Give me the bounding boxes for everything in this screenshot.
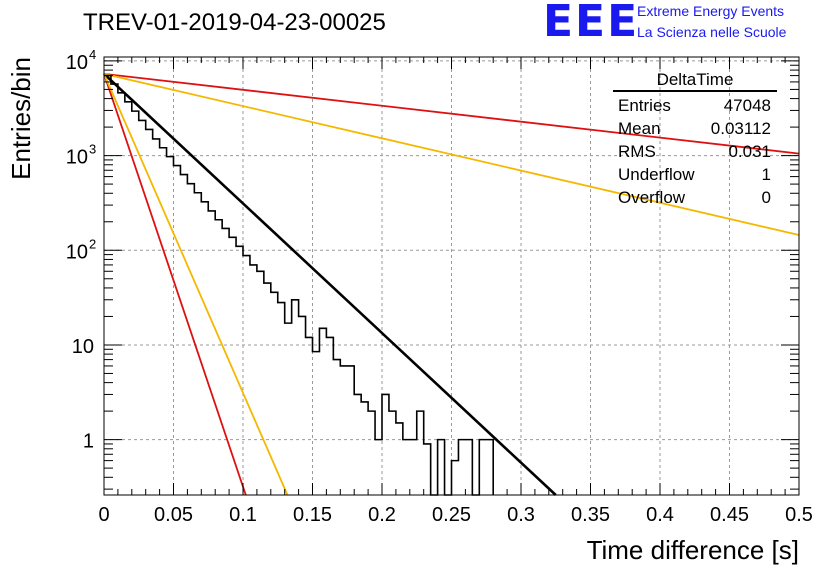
stats-row: Underflow 1 <box>613 163 777 186</box>
stats-label: Underflow <box>618 165 695 184</box>
y-tick-exponent: 3 <box>89 142 96 157</box>
stats-label: Overflow <box>618 188 686 207</box>
y-tick-exponent: 4 <box>89 47 96 62</box>
logo-line-2: La Scienza nelle Scuole <box>637 24 787 40</box>
x-tick-label: 0.15 <box>293 504 332 526</box>
y-tick-label: 10 <box>72 336 94 358</box>
y-tick-label: 10 <box>66 147 88 169</box>
stats-divider <box>613 90 777 92</box>
axes: 0 0.05 0.1 0.15 0.2 0.25 0.3 0.35 0.4 0.45 0.51101… <box>6 47 813 565</box>
logo-line-1: Extreme Energy Events <box>637 3 785 19</box>
stats-value: 47048 <box>723 96 771 115</box>
fit-line-orange <box>103 72 800 236</box>
x-tick-label: 0.2 <box>368 504 396 526</box>
stats-rows: Entries 47048 Mean 0.03112 RMS 0.031 Underflow… <box>613 94 777 209</box>
x-tick-label: 0 <box>98 504 109 526</box>
y-axis-label: Entries/bin <box>6 57 36 180</box>
x-tick-label: 0.5 <box>785 504 813 526</box>
x-tick-label: 0.1 <box>229 504 257 526</box>
grid-lines <box>104 57 799 495</box>
fit-line-black <box>103 72 557 496</box>
y-tick-label: 1 <box>83 431 94 453</box>
x-axis-label: Time difference [s] <box>587 535 799 565</box>
stats-label: Entries <box>618 96 671 115</box>
stats-title: DeltaTime <box>656 70 734 89</box>
y-tick-exponent: 2 <box>89 236 96 251</box>
stats-row: RMS 0.031 <box>613 140 777 163</box>
x-tick-label: 0.35 <box>571 504 610 526</box>
fit-line-red <box>103 72 800 155</box>
y-tick-label: 10 <box>66 241 88 263</box>
stats-value: 0 <box>761 188 771 207</box>
stats-box: DeltaTime Entries 47048 Mean 0.03112 RMS 0.03… <box>613 70 777 209</box>
stats-label: RMS <box>618 142 656 161</box>
stats-row: Entries 47048 <box>613 94 777 117</box>
stats-value: 1 <box>761 165 771 184</box>
chart-series <box>103 72 800 496</box>
fit-line-orange <box>103 73 289 496</box>
stats-row: Mean 0.03112 <box>613 117 777 140</box>
x-tick-label: 0.25 <box>432 504 471 526</box>
x-tick-label: 0.3 <box>507 504 535 526</box>
x-tick-label: 0.4 <box>646 504 674 526</box>
chart-title: TREV-01-2019-04-23-00025 <box>83 9 386 36</box>
stats-value: 0.031 <box>728 142 771 161</box>
x-tick-label: 0.05 <box>154 504 193 526</box>
stats-label: Mean <box>618 119 661 138</box>
histogram <box>104 74 494 496</box>
x-tick-label: 0.45 <box>710 504 749 526</box>
eee-logo: EEE <box>543 0 640 47</box>
y-tick-label: 10 <box>66 52 88 74</box>
fit-line-red <box>103 73 247 496</box>
stats-row: Overflow 0 <box>613 186 777 209</box>
stats-value: 0.03112 <box>710 119 771 138</box>
